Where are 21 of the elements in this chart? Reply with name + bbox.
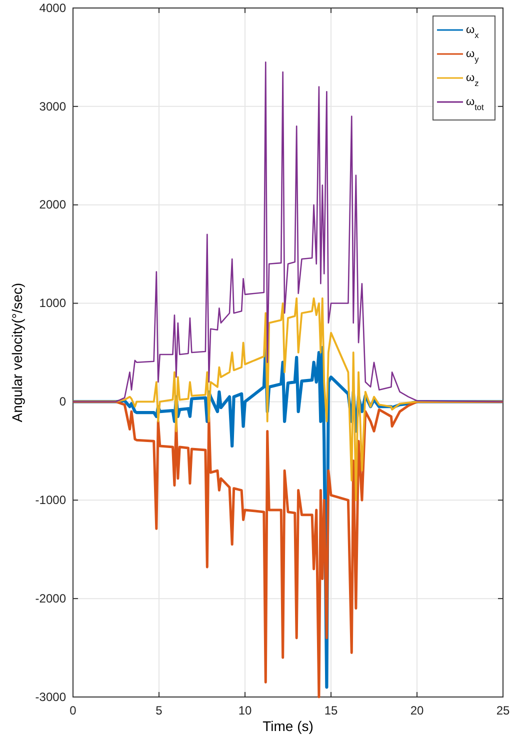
legend-label: ω$_{z}$ bbox=[466, 72, 479, 88]
y-tick-label: 1000 bbox=[39, 296, 66, 310]
legend-label: ω$_{tot}$ bbox=[466, 96, 484, 112]
y-tick-label: 3000 bbox=[39, 99, 66, 114]
x-tick-label: 5 bbox=[156, 704, 163, 718]
x-tick-label: 20 bbox=[410, 704, 424, 718]
legend-label: ω$_{x}$ bbox=[466, 24, 480, 40]
y-tick-label: -1000 bbox=[35, 492, 66, 507]
x-tick-label: 0 bbox=[70, 704, 77, 718]
y-tick-label: 4000 bbox=[39, 0, 66, 15]
x-axis-title: Time (s) bbox=[262, 718, 314, 734]
y-tick-label: 2000 bbox=[39, 198, 66, 212]
x-tick-label: 25 bbox=[496, 704, 510, 718]
line-series bbox=[72, 400, 504, 698]
x-tick-label: 15 bbox=[324, 704, 338, 718]
y-tick-label: -3000 bbox=[35, 690, 66, 704]
y-tick-label: -2000 bbox=[35, 591, 66, 606]
legend-label: ω$_{y}$ bbox=[466, 48, 480, 64]
x-tick-label: 10 bbox=[238, 704, 252, 718]
y-axis-title: Angular velocity(°/sec) bbox=[9, 282, 25, 422]
y-tick-label: 0 bbox=[59, 394, 66, 409]
